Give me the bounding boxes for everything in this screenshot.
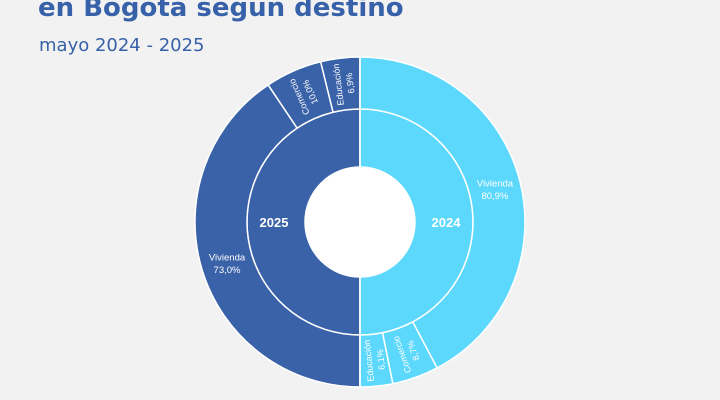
segment-2025-comercio — [267, 60, 334, 130]
chart-subtitle: mayo 2024 - 2025 — [39, 35, 205, 56]
category-label: Vivienda — [209, 252, 246, 263]
chart-center-hole — [305, 167, 415, 277]
category-label: Vivienda — [477, 179, 514, 190]
chart-title: en Bogotá según destino — [38, 0, 404, 23]
label-2025-vivienda: Vivienda 73,0% — [209, 252, 246, 276]
value-label: 6,1% — [375, 349, 387, 370]
value-label: 73,0% — [214, 265, 241, 276]
value-label: 80,9% — [481, 191, 508, 202]
series-label-2024: 2024 — [432, 215, 462, 230]
segment-2025-vivienda — [194, 83, 361, 388]
series-label-2025: 2025 — [260, 215, 289, 230]
value-label: 6,9% — [344, 72, 356, 94]
category-label: Educación — [362, 339, 376, 382]
segment-2024-vivienda — [359, 56, 526, 369]
